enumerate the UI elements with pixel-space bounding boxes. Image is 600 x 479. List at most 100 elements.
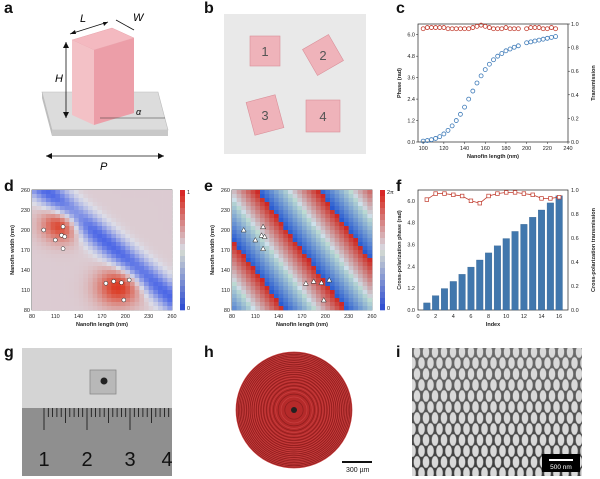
heatmap-cell	[358, 282, 363, 287]
heatmap-cell	[264, 282, 270, 287]
point-phase	[532, 38, 538, 44]
heatmap-cell	[83, 190, 89, 195]
y-tick-label: 1.2	[407, 119, 415, 125]
heatmap-cell	[320, 198, 326, 203]
heatmap-cell	[167, 298, 173, 303]
heatmap-cell	[50, 302, 56, 307]
heatmap-cell	[88, 222, 93, 227]
pillar	[539, 367, 547, 381]
heatmap-cell	[316, 266, 321, 271]
y-tick-label: 80	[24, 308, 30, 314]
pillar	[458, 433, 466, 447]
heatmap-cell	[46, 298, 51, 303]
heatmap-cell	[92, 226, 98, 231]
heatmap-cell	[339, 298, 345, 303]
heatmap-cell	[330, 306, 335, 311]
heatmap-cell	[74, 278, 79, 283]
heatmap-cell	[78, 226, 84, 231]
heatmap-cell	[283, 214, 289, 219]
heatmap-cell	[32, 282, 37, 287]
heatmap-cell	[292, 294, 298, 299]
heatmap-cell	[144, 282, 149, 287]
ruler-number-3: 3	[124, 449, 135, 471]
heatmap-cell	[250, 218, 256, 223]
bar-phase	[546, 202, 554, 311]
heatmap-cell	[60, 294, 65, 299]
heatmap-cell	[46, 202, 51, 207]
heatmap-cell	[153, 302, 159, 307]
heatmap-cell	[92, 282, 98, 287]
heatmap-cell	[64, 198, 70, 203]
heatmap-cell	[325, 274, 331, 279]
heatmap-cell	[260, 270, 265, 275]
heatmap-cell	[74, 294, 79, 299]
heatmap-cell	[362, 222, 368, 227]
pillar	[471, 444, 480, 458]
heatmap-cell	[297, 202, 303, 207]
heatmap-cell	[325, 234, 331, 239]
heatmap-cell	[260, 290, 265, 295]
heatmap-cell	[330, 206, 335, 211]
point-transmission	[549, 25, 554, 30]
heatmap-cell	[102, 242, 107, 247]
heatmap-cell	[162, 274, 168, 279]
heatmap-cell	[162, 258, 168, 263]
heatmap-cell	[153, 250, 159, 255]
heatmap-cell	[50, 206, 56, 211]
heatmap-cell	[36, 242, 42, 247]
sem-image: 500 nm	[412, 348, 582, 476]
heatmap-cell	[316, 214, 321, 219]
pillar	[561, 356, 570, 370]
heatmap-cell	[102, 198, 107, 203]
metalens-dot	[100, 377, 108, 385]
pillar	[575, 367, 582, 381]
heatmap-cell	[158, 242, 163, 247]
heatmap-cell	[46, 238, 51, 243]
heatmap-cell	[339, 222, 345, 227]
heatmap-cell	[162, 250, 168, 255]
y-tick-label: 0.0	[407, 308, 415, 314]
heatmap-cell	[148, 214, 154, 219]
heatmap-cell	[102, 206, 107, 211]
heatmap-cell	[236, 230, 242, 235]
heatmap-cell	[367, 290, 373, 295]
heatmap-cell	[41, 286, 47, 291]
pillar	[530, 411, 538, 425]
heatmap-cell	[69, 306, 75, 311]
heatmap-cell	[288, 194, 293, 199]
pillar	[458, 411, 466, 425]
heatmap-cell	[232, 302, 237, 307]
heatmap-cell	[83, 234, 89, 239]
heatmap-cell	[311, 218, 317, 223]
heatmap-cell	[264, 218, 270, 223]
heatmap-cell	[367, 266, 373, 271]
heatmap-cell	[102, 250, 107, 255]
heatmap-cell	[162, 266, 168, 271]
heatmap-cell	[120, 222, 126, 227]
heatmap-cell	[50, 234, 56, 239]
heatmap-cell	[158, 250, 163, 255]
y2-tick-label: 0.8	[571, 46, 579, 52]
heatmap-cell	[120, 278, 126, 283]
heatmap-cell	[339, 194, 345, 199]
heatmap-cell	[348, 266, 354, 271]
heatmap-cell	[32, 254, 37, 259]
heatmap-cell	[358, 298, 363, 303]
heatmap-cell	[241, 202, 247, 207]
nanofin-2-label: 2	[319, 48, 326, 63]
heatmap-cell	[69, 210, 75, 215]
heatmap-cell	[92, 238, 98, 243]
pillar	[449, 389, 457, 403]
heatmap-cell	[334, 306, 340, 311]
pillar	[485, 411, 493, 425]
heatmap-cell	[264, 202, 270, 207]
heatmap-cell	[130, 290, 135, 295]
colorbar-segment	[380, 292, 385, 299]
heatmap-cell	[264, 302, 270, 307]
colorbar-segment	[180, 250, 185, 257]
heatmap-cell	[134, 226, 140, 231]
heatmap-cell	[83, 206, 89, 211]
heatmap-cell	[50, 306, 56, 311]
heatmap-cell	[92, 222, 98, 227]
y-tick-label: 4.8	[407, 221, 415, 227]
